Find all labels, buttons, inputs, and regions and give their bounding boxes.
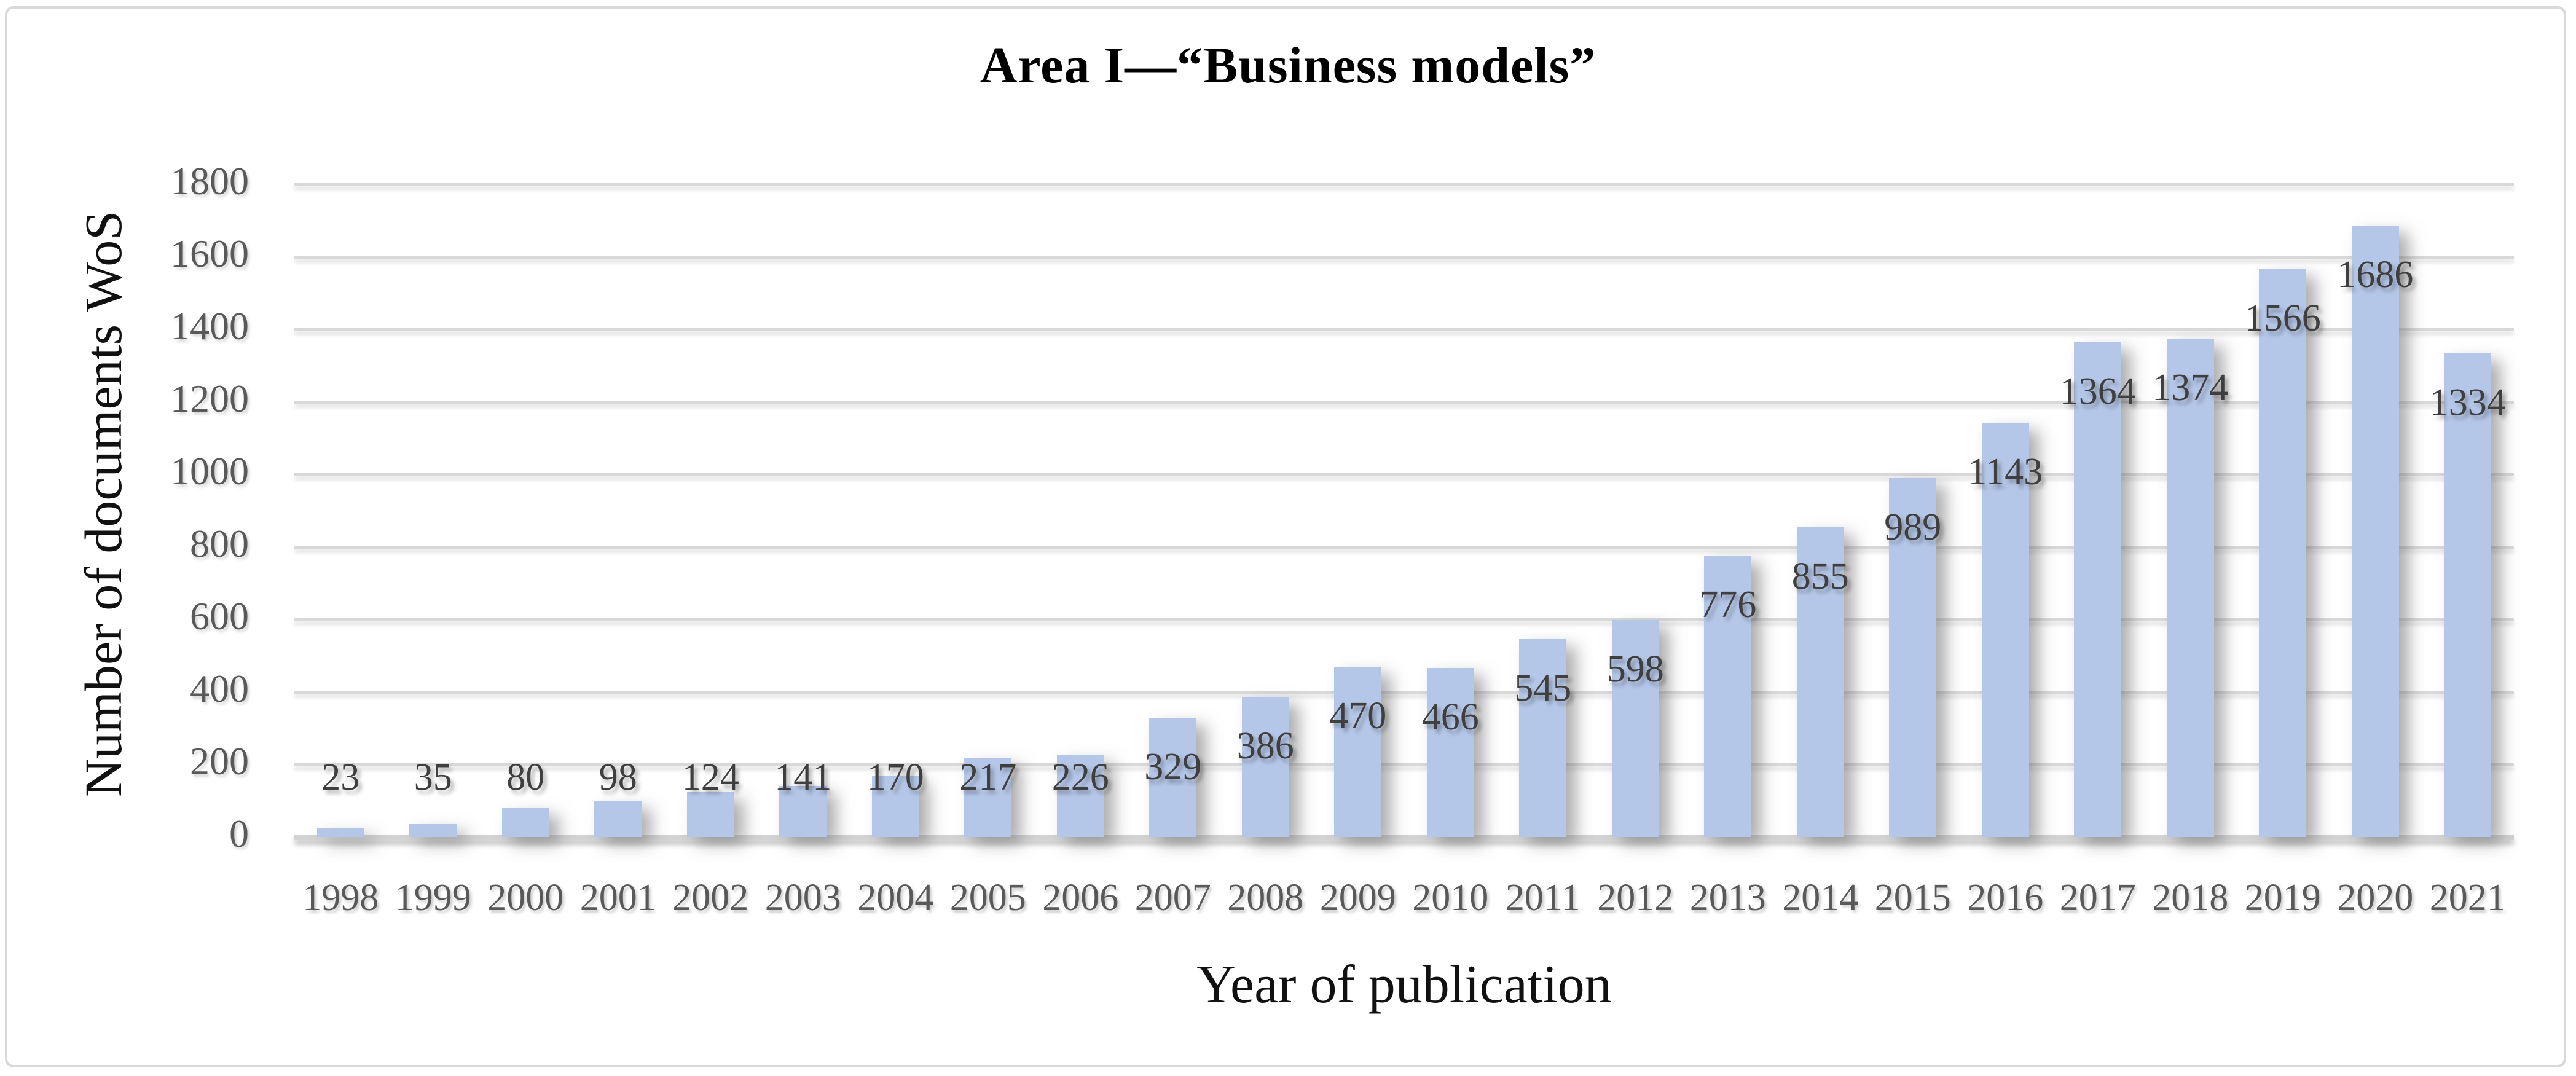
x-tick-label-2019: 2019 <box>2244 877 2321 919</box>
data-label-2015: 989 <box>1884 506 1942 549</box>
data-label-2020: 1686 <box>2337 254 2414 296</box>
data-label-2016: 1143 <box>1968 450 2043 493</box>
x-tick-label-2009: 2009 <box>1319 877 1396 919</box>
bar-2007 <box>1149 717 1197 837</box>
bar-2008 <box>1241 697 1289 837</box>
x-tick-label-2004: 2004 <box>857 877 934 919</box>
bar-2017 <box>2074 342 2122 837</box>
bar-2003 <box>779 785 827 837</box>
y-tick-label-400: 400 <box>190 667 249 710</box>
data-label-1998: 23 <box>321 756 360 798</box>
data-label-2010: 466 <box>1421 696 1479 739</box>
bar-2014 <box>1796 527 1844 837</box>
data-label-2011: 545 <box>1514 667 1572 710</box>
bar-2016 <box>1981 422 2029 837</box>
bar-2010 <box>1426 668 1474 837</box>
x-tick-label-2014: 2014 <box>1782 877 1859 919</box>
x-tick-label-1999: 1999 <box>395 877 471 919</box>
data-label-2008: 386 <box>1236 725 1294 768</box>
data-label-2005: 217 <box>959 756 1017 798</box>
chart-title: Area I—“Business models” <box>980 37 1596 94</box>
bar-2021 <box>2444 353 2492 837</box>
x-tick-label-2007: 2007 <box>1134 877 1211 919</box>
x-tick-label-2005: 2005 <box>949 877 1026 919</box>
bar-2011 <box>1519 639 1567 837</box>
data-label-2014: 855 <box>1791 555 1849 597</box>
data-label-2019: 1566 <box>2244 297 2321 340</box>
y-tick-label-1200: 1200 <box>170 377 249 420</box>
bar-2000 <box>501 807 549 837</box>
x-tick-label-2002: 2002 <box>672 877 749 919</box>
data-label-2006: 226 <box>1051 756 1109 798</box>
x-tick-label-2012: 2012 <box>1597 877 1674 919</box>
data-label-2021: 1334 <box>2429 381 2506 423</box>
bar-2012 <box>1611 620 1659 837</box>
data-label-2001: 98 <box>599 756 637 798</box>
gridline-600 <box>294 618 2514 621</box>
x-tick-label-2013: 2013 <box>1689 877 1766 919</box>
y-tick-label-1800: 1800 <box>170 159 249 203</box>
x-tick-label-2018: 2018 <box>2152 877 2229 919</box>
x-axis-title: Year of publication <box>1196 955 1612 1015</box>
gridline-200 <box>294 763 2514 766</box>
bar-2018 <box>2166 339 2214 837</box>
bar-1998 <box>316 828 364 837</box>
x-axis-line <box>294 835 2514 840</box>
gridline-400 <box>294 691 2514 694</box>
x-tick-label-2017: 2017 <box>2059 877 2136 919</box>
y-tick-label-1600: 1600 <box>170 232 249 275</box>
data-label-2009: 470 <box>1329 694 1387 737</box>
y-tick-label-0: 0 <box>229 812 249 855</box>
bar-2009 <box>1334 666 1382 837</box>
x-tick-label-2001: 2001 <box>579 877 656 919</box>
bar-2019 <box>2259 269 2307 837</box>
bar-2002 <box>686 791 734 837</box>
data-label-2003: 141 <box>774 756 832 798</box>
x-tick-label-2011: 2011 <box>1505 877 1581 919</box>
gridline-800 <box>294 546 2514 549</box>
bar-2006 <box>1056 755 1104 837</box>
y-tick-label-200: 200 <box>190 739 249 783</box>
data-label-2017: 1364 <box>2059 371 2136 413</box>
data-label-2013: 776 <box>1699 584 1757 626</box>
y-tick-label-1400: 1400 <box>170 304 249 348</box>
x-tick-label-2000: 2000 <box>487 877 564 919</box>
x-tick-label-2016: 2016 <box>1967 877 2044 919</box>
x-tick-label-2021: 2021 <box>2429 877 2506 919</box>
bar-2004 <box>871 775 919 837</box>
x-tick-label-1998: 1998 <box>302 877 379 919</box>
x-tick-label-2003: 2003 <box>764 877 841 919</box>
data-label-2012: 598 <box>1606 648 1664 691</box>
gridline-1600 <box>294 256 2514 259</box>
data-label-1999: 35 <box>414 756 452 798</box>
data-label-2007: 329 <box>1144 745 1202 788</box>
x-tick-label-2010: 2010 <box>1412 877 1489 919</box>
data-label-2004: 170 <box>866 756 924 798</box>
gridline-1200 <box>294 401 2514 404</box>
gridline-1000 <box>294 473 2514 476</box>
data-label-2002: 124 <box>681 756 739 798</box>
x-tick-label-2006: 2006 <box>1042 877 1119 919</box>
x-tick-label-2015: 2015 <box>1874 877 1951 919</box>
data-label-2000: 80 <box>506 756 545 798</box>
data-label-2018: 1374 <box>2152 367 2229 409</box>
gridline-1400 <box>294 328 2514 331</box>
bar-2013 <box>1704 556 1752 837</box>
y-tick-label-1000: 1000 <box>170 449 249 493</box>
bar-2015 <box>1889 478 1937 837</box>
bar-2020 <box>2351 226 2399 837</box>
x-tick-label-2008: 2008 <box>1227 877 1304 919</box>
x-tick-label-2020: 2020 <box>2337 877 2414 919</box>
bar-2001 <box>594 801 642 837</box>
bar-2005 <box>964 758 1012 837</box>
bar-1999 <box>409 824 457 837</box>
y-tick-label-600: 600 <box>190 594 249 638</box>
gridline-1800 <box>294 183 2514 186</box>
y-tick-label-800: 800 <box>190 522 249 565</box>
